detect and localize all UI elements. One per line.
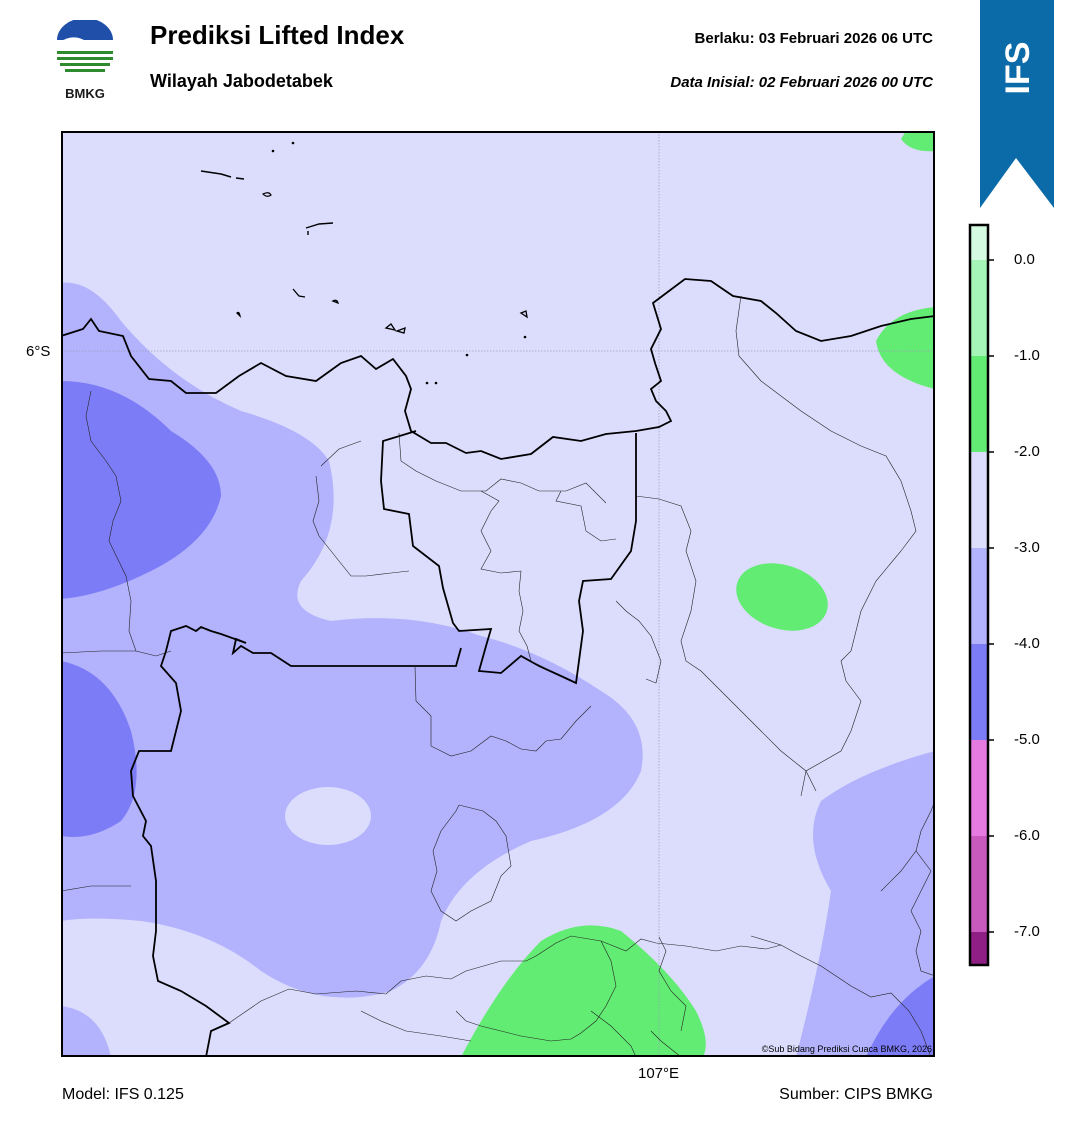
field-region bbox=[866, 976, 935, 1057]
island bbox=[523, 335, 527, 339]
latitude-label: 6°S bbox=[26, 343, 51, 360]
island bbox=[271, 149, 275, 153]
ribbon-shape bbox=[980, 0, 1054, 208]
chart-subtitle: Wilayah Jabodetabek bbox=[150, 71, 333, 91]
coastline bbox=[61, 278, 935, 460]
logo-stripe bbox=[65, 69, 105, 72]
field-region bbox=[901, 131, 935, 152]
colorbar-tick-label: -6.0 bbox=[1014, 827, 1040, 844]
logo-stripe bbox=[60, 63, 110, 66]
colorbar-bin bbox=[970, 225, 988, 260]
logo-sky-arc bbox=[57, 20, 113, 40]
colorbar-tick-label: 0.0 bbox=[1014, 251, 1035, 268]
colorbar-tick-label: -3.0 bbox=[1014, 539, 1040, 556]
regency-boundaries bbox=[61, 295, 935, 1057]
field-region bbox=[61, 381, 221, 599]
source-label: Sumber: CIPS BMKG bbox=[779, 1086, 933, 1103]
island bbox=[305, 222, 334, 235]
copyright-note: ©Sub Bidang Prediksi Cuaca BMKG, 2026 bbox=[761, 1044, 932, 1054]
colorbar-bin bbox=[970, 356, 988, 452]
field-region bbox=[736, 563, 828, 631]
field-region bbox=[285, 787, 371, 845]
island bbox=[261, 192, 272, 197]
island bbox=[465, 353, 469, 357]
lifted-index-map bbox=[61, 131, 935, 1057]
colorbar-bin bbox=[970, 740, 988, 836]
island bbox=[434, 381, 438, 385]
bmkg-logo: BMKG bbox=[57, 20, 113, 101]
island bbox=[384, 323, 406, 334]
ifs-ribbon: IFS bbox=[980, 0, 1054, 208]
map-frame bbox=[61, 131, 935, 1057]
logo-text: BMKG bbox=[65, 86, 105, 101]
colorbar-bin bbox=[970, 932, 988, 965]
init-time: Data Inisial: 02 Februari 2026 00 UTC bbox=[670, 74, 933, 91]
field-region bbox=[461, 925, 706, 1057]
colorbar-bin bbox=[970, 644, 988, 740]
field-region bbox=[61, 1006, 111, 1057]
colorbar-frame bbox=[968, 223, 990, 967]
logo-stripe bbox=[57, 57, 113, 60]
island bbox=[292, 288, 306, 298]
island bbox=[200, 170, 245, 180]
ribbon-label: IFS bbox=[999, 42, 1037, 95]
field-region bbox=[61, 661, 137, 837]
island bbox=[425, 381, 429, 385]
island bbox=[519, 310, 528, 319]
province-boundary bbox=[130, 625, 462, 1057]
field-region bbox=[796, 751, 935, 1057]
valid-time: Berlaku: 03 Februari 2026 06 UTC bbox=[694, 30, 933, 47]
colorbar-tick-label: -7.0 bbox=[1014, 923, 1040, 940]
colorbar-tick-label: -5.0 bbox=[1014, 731, 1040, 748]
province-boundary bbox=[380, 430, 637, 685]
model-label: Model: IFS 0.125 bbox=[62, 1086, 184, 1103]
chart-title: Prediksi Lifted Index bbox=[150, 20, 405, 50]
island bbox=[236, 299, 339, 318]
colorbar-tick-label: -2.0 bbox=[1014, 443, 1040, 460]
logo-stripe bbox=[57, 51, 113, 54]
longitude-label: 107°E bbox=[638, 1065, 680, 1082]
field-region bbox=[876, 307, 935, 389]
colorbar-bins bbox=[970, 225, 988, 965]
colorbar-bin bbox=[970, 836, 988, 932]
logo-cloud bbox=[60, 37, 110, 46]
colorbar-bin bbox=[970, 452, 988, 548]
colorbar bbox=[968, 223, 994, 967]
island bbox=[291, 141, 295, 145]
colorbar-ticks bbox=[988, 259, 994, 933]
colorbar-bin bbox=[970, 548, 988, 644]
colorbar-tick-label: -4.0 bbox=[1014, 635, 1040, 652]
colorbar-bin bbox=[970, 260, 988, 356]
colorbar-tick-label: -1.0 bbox=[1014, 347, 1040, 364]
